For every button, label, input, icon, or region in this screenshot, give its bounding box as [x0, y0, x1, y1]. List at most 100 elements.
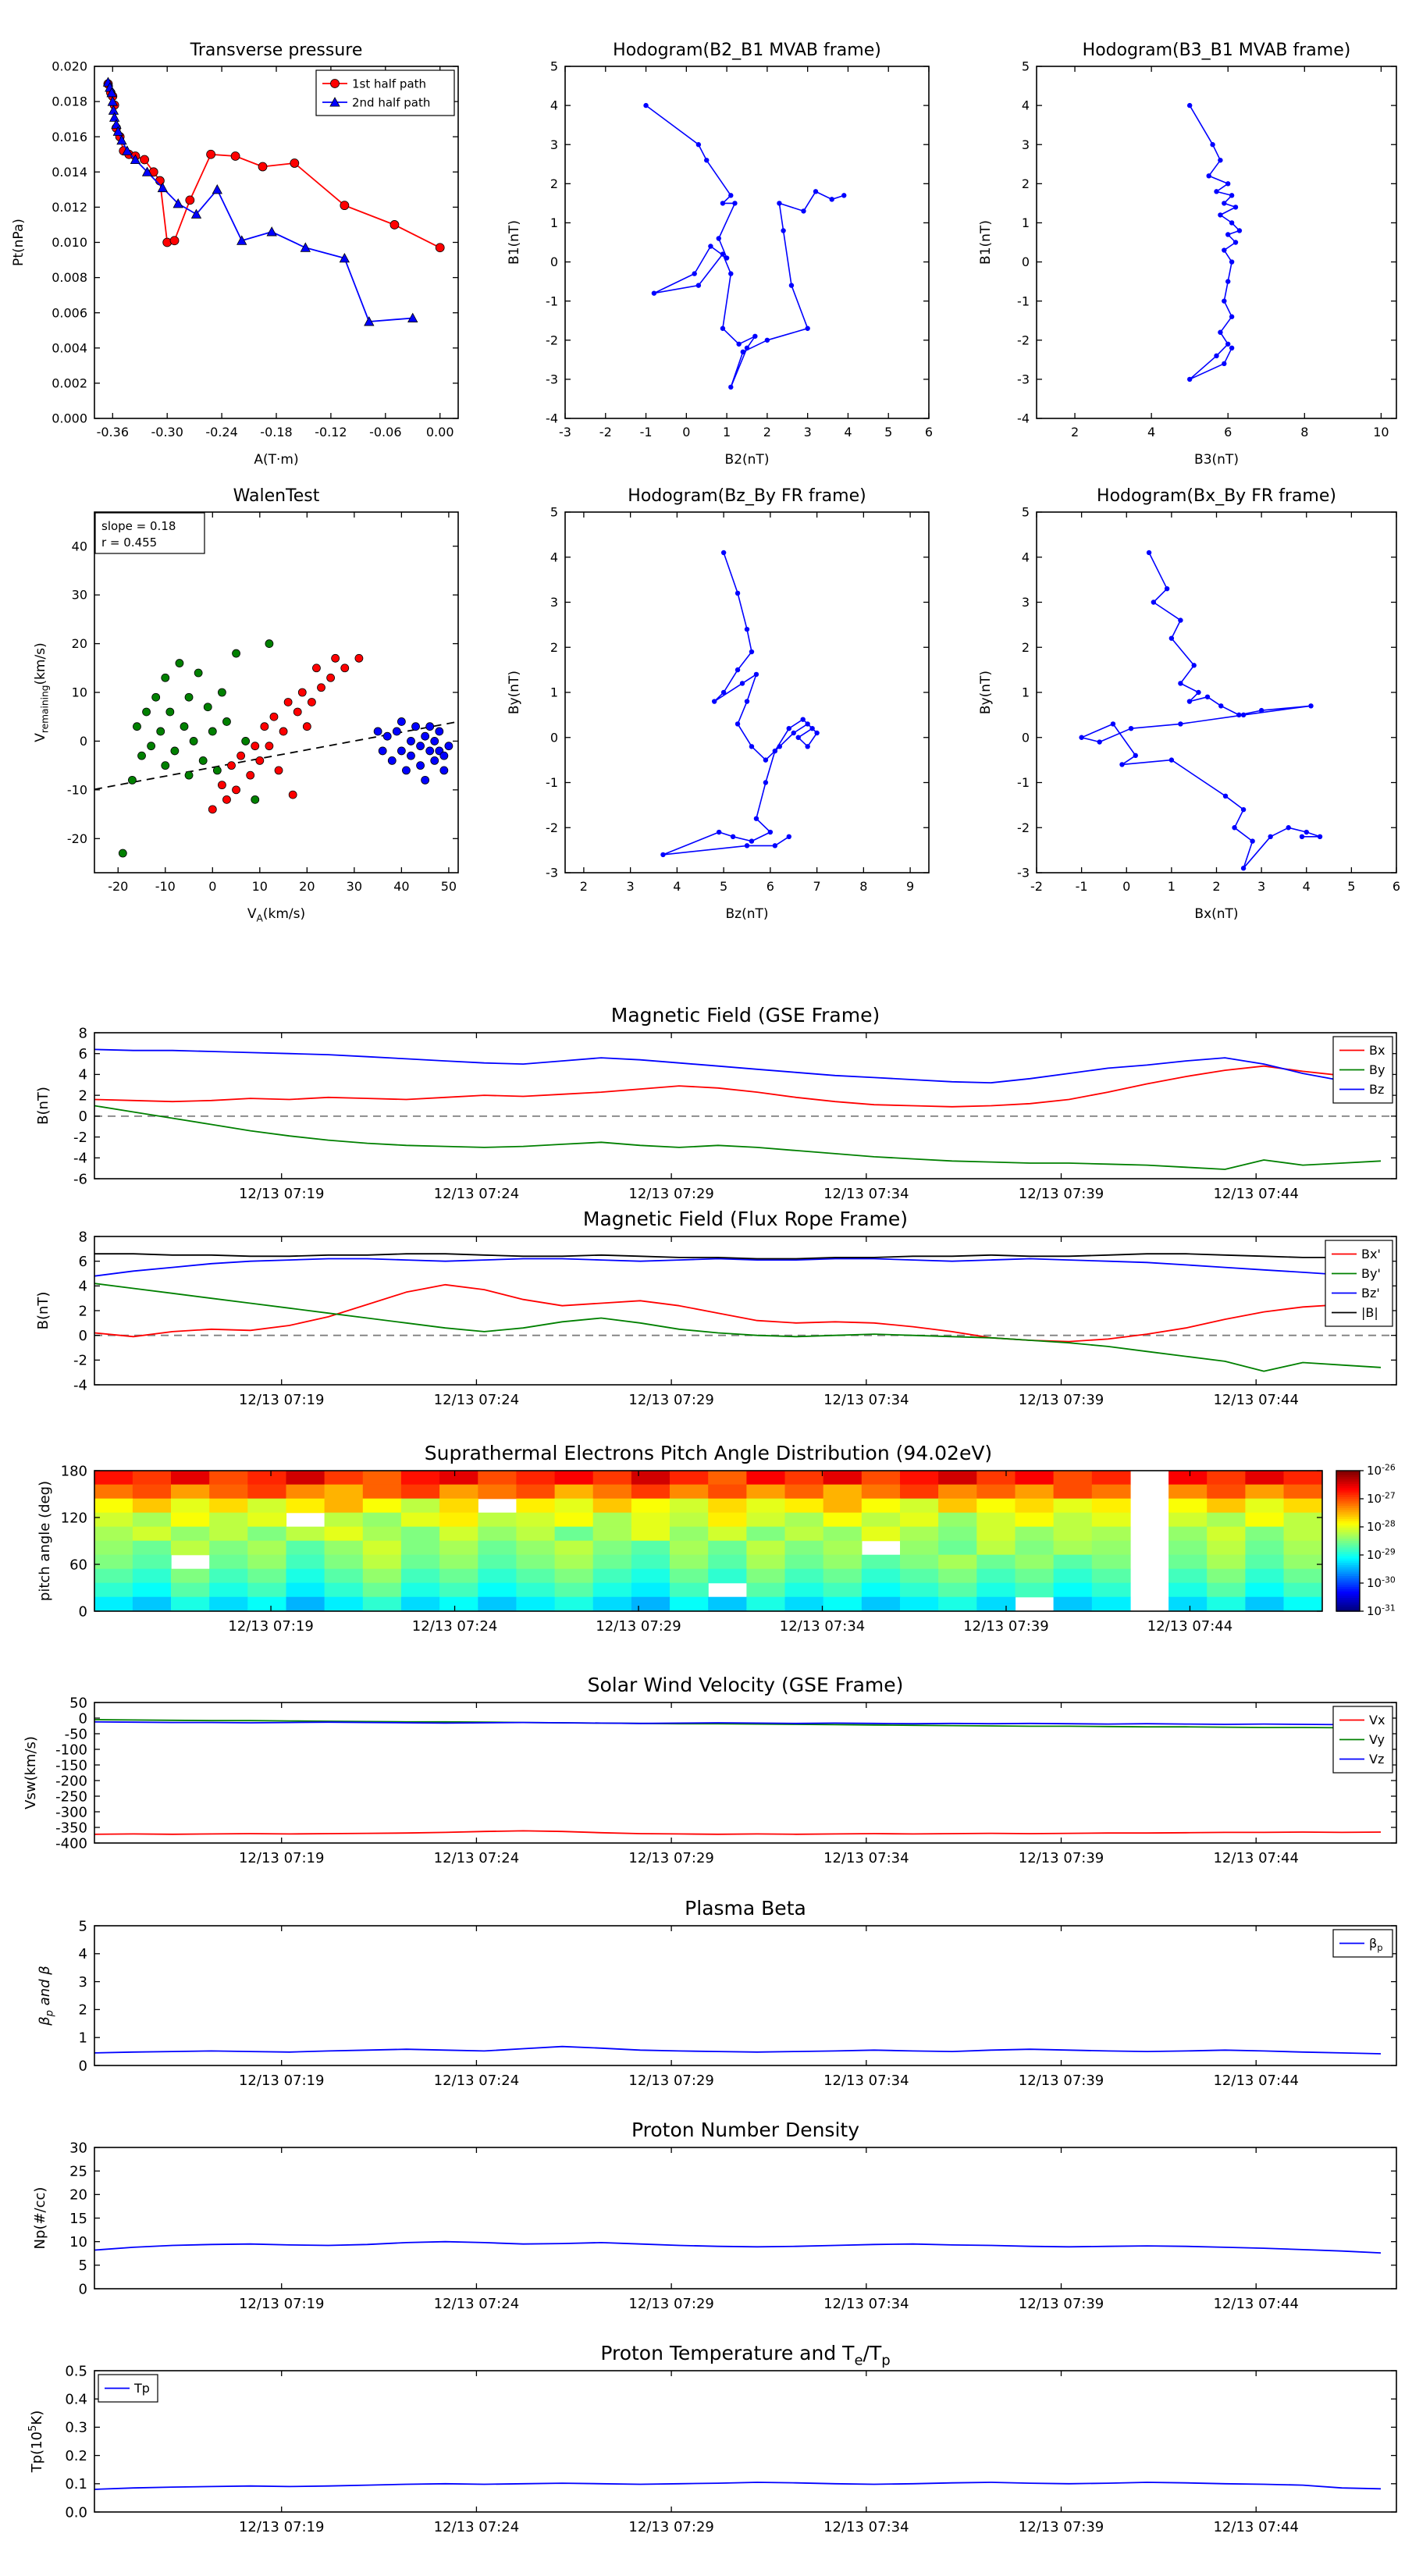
circle-marker — [169, 236, 180, 246]
y-tick-label: -300 — [55, 1804, 87, 1820]
y-tick-label: 0.008 — [52, 270, 87, 285]
y-tick-label: 0 — [550, 254, 558, 269]
x-tick-label: -3 — [559, 425, 571, 439]
y-axis: -4 -3 -2 -1 0 1 2 3 4 5 — [1017, 59, 1396, 426]
legend-label: 2nd half path — [352, 95, 430, 109]
y-axis-label: B1(nT) — [507, 220, 522, 265]
x-tick-label: 12/13 07:44 — [1213, 1850, 1298, 1866]
chart-title: Plasma Beta — [685, 1897, 806, 1920]
circle-marker — [180, 722, 189, 731]
x-tick-label: 6 — [1224, 425, 1232, 439]
circle-marker — [1146, 550, 1152, 556]
circle-marker — [1178, 721, 1183, 727]
x-tick-label: 9 — [906, 879, 914, 894]
y-axis: -4 -3 -2 -1 0 1 2 3 4 5 — [546, 59, 929, 426]
circle-marker — [1258, 707, 1264, 713]
colorbar-tick-label: 10-29 — [1367, 1546, 1396, 1562]
y-tick-label: 0 — [1022, 254, 1030, 269]
triangle-marker — [407, 312, 418, 322]
y-tick-label: -3 — [546, 372, 558, 386]
x-tick-label: 6 — [767, 879, 774, 894]
y-tick-label: -2 — [73, 1130, 87, 1146]
circle-marker — [716, 829, 722, 835]
y-tick-label: 40 — [72, 539, 87, 553]
x-tick-label: 12/13 07:19 — [239, 2296, 324, 2312]
x-tick-label: 12/13 07:29 — [628, 2073, 713, 2089]
circle-marker — [728, 384, 734, 390]
triangle-marker — [212, 184, 222, 194]
chart-svg-c12: 12/13 07:19 12/13 07:24 12/13 07:29 12/13 0… — [32, 2119, 1397, 2312]
y-tick-label: 15 — [69, 2211, 87, 2227]
x-tick-label: 6 — [925, 425, 933, 439]
y-tick-label: -2 — [546, 820, 558, 835]
x-tick-label: 12/13 07:29 — [628, 2296, 713, 2312]
y-axis: 0 1 2 3 4 5 — [79, 1918, 1396, 2074]
y-tick-label: 10 — [72, 685, 87, 700]
y-tick-label: -100 — [55, 1742, 87, 1758]
y-tick-label: 5 — [79, 2258, 87, 2274]
y-tick-label: 1 — [550, 215, 558, 230]
y-axis: 0.000 0.002 0.004 0.006 0.008 0.010 0.012 0.014… — [52, 59, 458, 426]
y-axis-label: B(nT) — [35, 1292, 52, 1330]
y-tick-label: 4 — [1022, 550, 1030, 564]
triangle-marker — [108, 112, 120, 122]
chart-title: Hodogram(Bx_By FR frame) — [1097, 486, 1336, 506]
series-Bz' — [94, 1258, 1382, 1279]
circle-marker — [801, 208, 806, 214]
circle-marker — [735, 590, 741, 596]
y-tick-label: 5 — [1022, 505, 1030, 520]
y-tick-label: 0.010 — [52, 235, 87, 250]
series-Bx' — [94, 1283, 1382, 1343]
y-tick-label: 50 — [69, 1695, 87, 1711]
legend: Vx Vy Vz — [1332, 1706, 1393, 1774]
circle-marker — [1304, 829, 1309, 835]
x-tick-label: 5 — [884, 425, 892, 439]
circle-marker — [421, 775, 430, 785]
x-tick-label: -0.30 — [151, 425, 183, 439]
circle-marker — [1079, 735, 1084, 740]
circle-marker — [251, 742, 260, 751]
legend-label: Bz' — [1361, 1286, 1380, 1300]
circle-marker — [805, 721, 810, 727]
x-tick-label: -10 — [155, 879, 176, 894]
circle-marker — [1119, 762, 1125, 767]
x-tick-label: 6 — [1393, 879, 1400, 894]
x-tick-label: 12/13 07:39 — [1019, 1850, 1104, 1866]
chart-transverse-pressure: -0.36 -0.30 -0.24 -0.18 -0.12 -0.06 0.00 0.000 0… — [11, 41, 459, 468]
chart-hodogram-bz-by: 2 3 4 5 6 7 8 9 -3 -2 -1 0 1 2 3 4 5 Hodogram(Bz_By FR fr… — [507, 486, 930, 922]
circle-marker — [1299, 834, 1305, 839]
x-tick-label: 4 — [673, 879, 681, 894]
circle-marker — [293, 707, 302, 717]
circle-marker — [251, 795, 260, 804]
series-s2 — [208, 653, 364, 814]
circle-marker — [212, 766, 222, 775]
annotation-line: r = 0.455 — [101, 535, 157, 550]
circle-marker — [1218, 703, 1224, 709]
circle-marker — [151, 692, 161, 702]
series-s0 — [1186, 102, 1243, 382]
x-tick-label: 5 — [720, 879, 727, 894]
triangle-marker — [111, 119, 122, 129]
triangle-marker — [106, 87, 117, 98]
circle-marker — [692, 271, 697, 276]
x-tick-label: 2 — [580, 879, 588, 894]
circle-marker — [206, 149, 216, 159]
circle-marker — [175, 659, 184, 667]
circle-marker — [720, 326, 726, 331]
circle-marker — [397, 717, 406, 726]
circle-marker — [1097, 739, 1102, 745]
y-tick-label: 4 — [550, 98, 558, 113]
circle-marker — [1218, 329, 1223, 335]
circle-marker — [241, 737, 251, 745]
x-tick-label: -0.24 — [205, 425, 237, 439]
x-tick-label: 0 — [1122, 879, 1130, 894]
circle-marker — [813, 189, 819, 194]
circle-marker — [430, 737, 439, 745]
circle-marker — [1268, 834, 1273, 839]
chart-svg-c7: 12/13 07:19 12/13 07:24 12/13 07:29 12/13 0… — [35, 1004, 1397, 1202]
y-tick-label: 6 — [79, 1046, 87, 1062]
y-tick-label: 2 — [79, 2002, 87, 2019]
legend-label: Bx' — [1361, 1247, 1381, 1261]
x-tick-label: 12/13 07:34 — [823, 2296, 909, 2312]
x-tick-label: 12/13 07:29 — [628, 1186, 713, 1202]
